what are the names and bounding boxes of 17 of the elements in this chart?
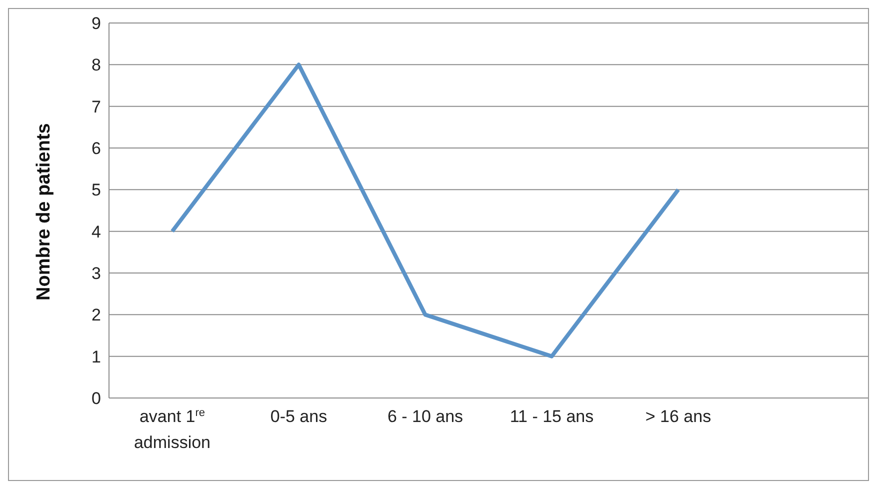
y-tick-label: 4	[92, 222, 101, 242]
y-tick-label: 6	[92, 139, 101, 158]
y-tick-label: 1	[92, 347, 101, 366]
y-tick-label: 0	[92, 389, 101, 408]
line-series	[170, 62, 680, 358]
x-tick-label: 0-5 ans	[270, 407, 328, 426]
y-tick-label: 9	[92, 14, 101, 34]
x-tick-label: > 16 ans	[645, 407, 712, 426]
y-axis-title: Nombre de patients	[34, 123, 55, 300]
x-tick-label: 11 - 15 ans	[510, 407, 594, 426]
y-tick-label: 2	[92, 306, 101, 325]
y-tick-label: 7	[92, 97, 101, 116]
x-tick-label: 6 - 10 ans	[387, 407, 464, 426]
y-tick-label: 5	[92, 180, 101, 200]
category-label: avant 1$^{re}$ admission	[134, 407, 211, 452]
y-tick-label: 8	[92, 56, 101, 75]
y-tick-label: 3	[92, 264, 101, 284]
